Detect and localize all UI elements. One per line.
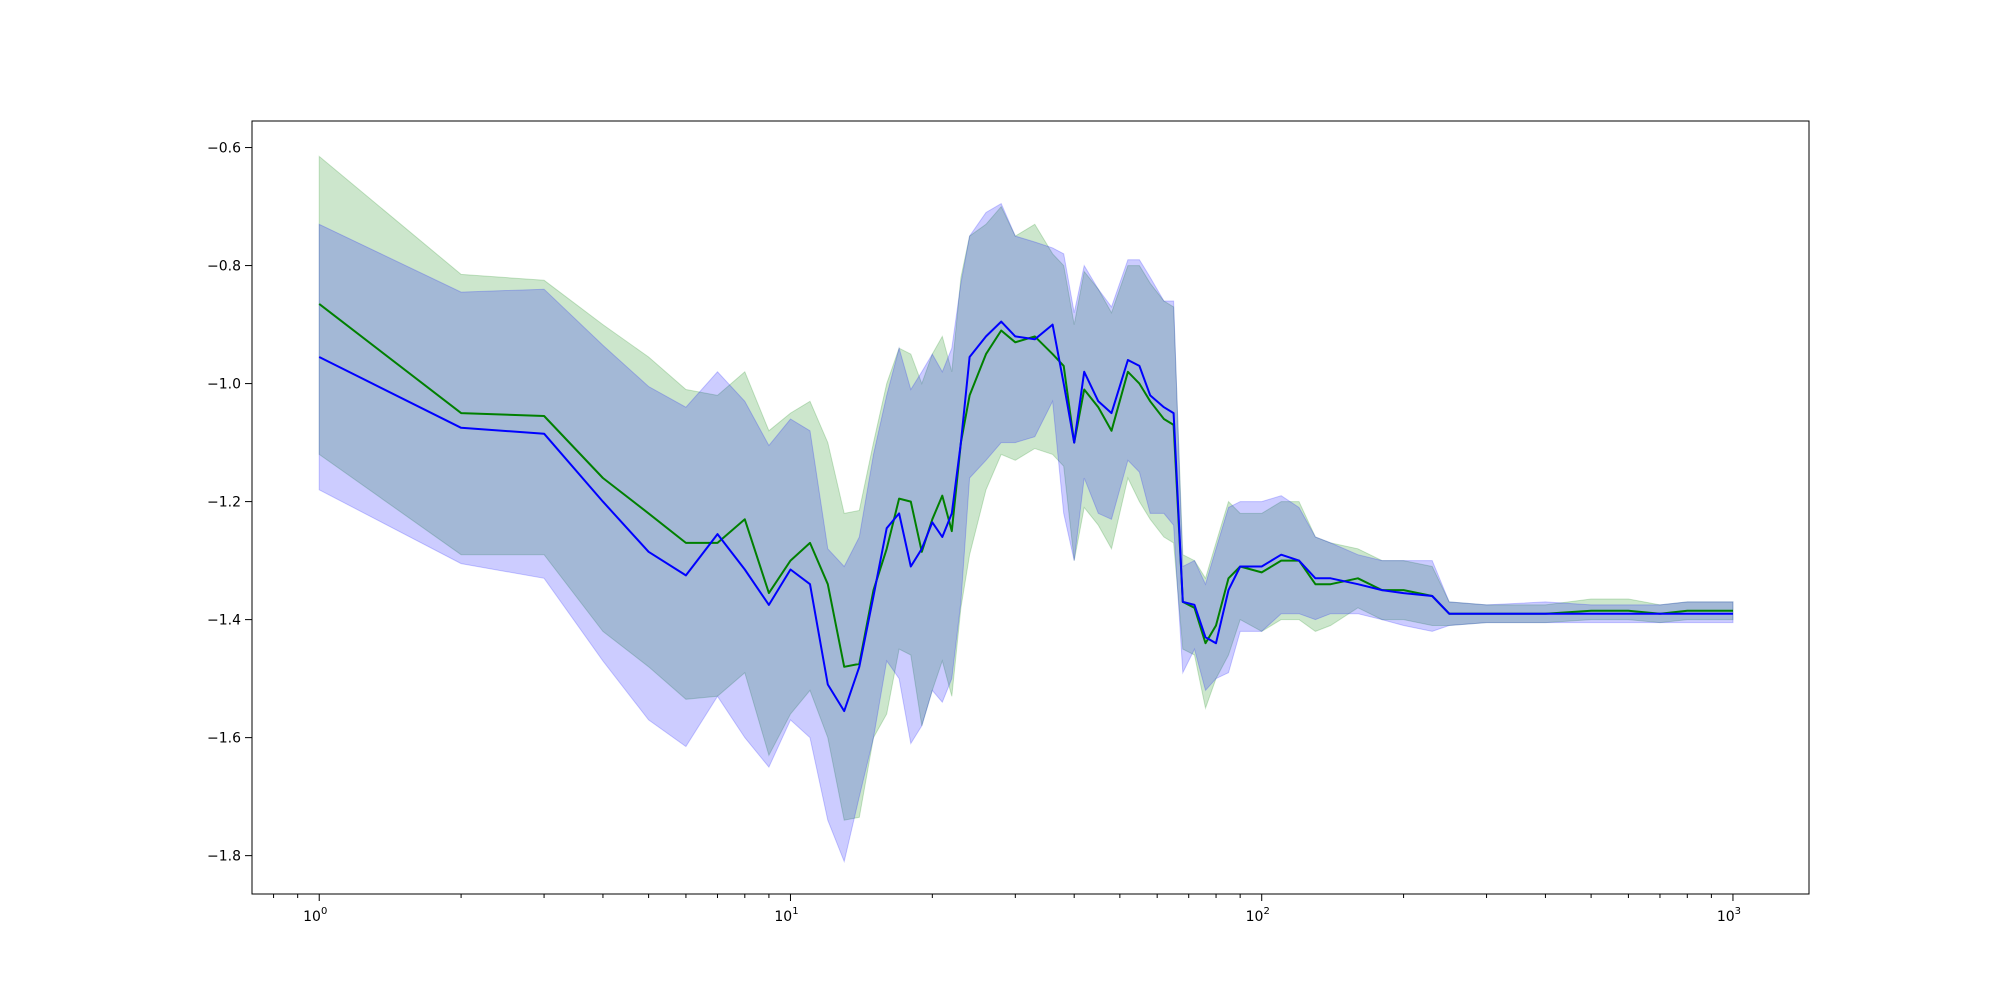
y-tick-label: −1.4 — [207, 613, 241, 629]
y-tick-label: −0.8 — [207, 259, 241, 275]
series-1-band — [318, 155, 1734, 821]
x-tick-label: 103 — [1717, 906, 1741, 925]
series-2-line — [318, 320, 1733, 713]
confidence-bands — [318, 155, 1734, 864]
plot-frame — [251, 120, 1810, 895]
y-axis-ticks: −0.6 −0.8 −1.0 −1.2 −1.4 −1.6 −1.8 — [207, 141, 252, 865]
y-tick-label: −1.8 — [207, 849, 241, 865]
x-tick-label: 102 — [1246, 906, 1270, 925]
x-tick-label: 101 — [774, 906, 798, 925]
x-tick-label: 100 — [303, 906, 327, 925]
y-tick-label: −1.2 — [207, 495, 241, 511]
x-axis-ticks: 100 101 102 103 — [273, 894, 1741, 925]
y-tick-label: −1.0 — [207, 377, 241, 393]
series-2-band — [318, 202, 1734, 864]
y-tick-label: −0.6 — [207, 141, 241, 157]
series-lines — [318, 303, 1733, 713]
y-tick-label: −1.6 — [207, 731, 241, 747]
